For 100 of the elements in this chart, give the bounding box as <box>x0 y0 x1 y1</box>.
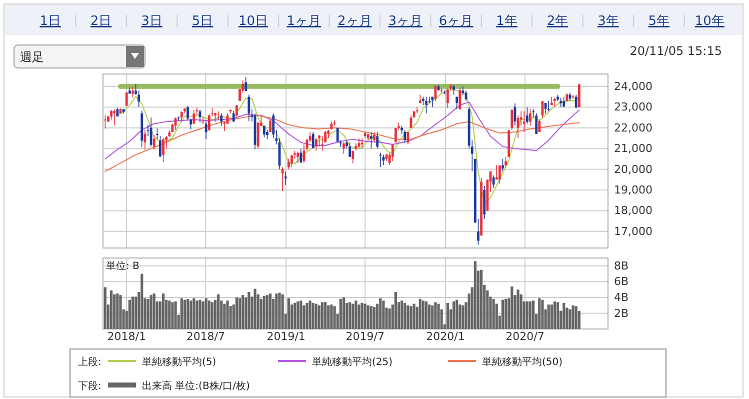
bar <box>180 298 183 329</box>
y-tick-label: 20,000 <box>614 162 652 176</box>
text: 10日 <box>238 14 268 29</box>
bar <box>312 302 314 329</box>
candlestick <box>318 134 320 147</box>
bar <box>348 302 352 329</box>
legend-label: 出来高 単位:(B株/口/枚) <box>142 380 250 392</box>
bar <box>431 305 434 329</box>
x-tick-label: 2020/1 <box>426 330 465 343</box>
bar <box>235 297 238 329</box>
candlestick <box>425 96 428 114</box>
bar <box>333 306 336 329</box>
text: 1日 <box>40 14 61 29</box>
bar <box>296 301 300 329</box>
y-tick-label: 4B <box>614 290 629 304</box>
candlestick <box>192 110 196 124</box>
bar <box>547 304 550 329</box>
bar <box>152 294 156 329</box>
legend-title: 上段: <box>78 356 102 368</box>
bar <box>266 295 269 329</box>
bar <box>412 304 416 329</box>
x-tick-label: 2018/7 <box>186 330 226 343</box>
candlestick <box>269 119 272 132</box>
candlestick <box>562 96 566 108</box>
bar <box>204 298 208 329</box>
candlestick <box>458 88 462 110</box>
candlestick <box>256 121 260 149</box>
text: 2日 <box>90 14 112 29</box>
candlestick <box>186 106 189 120</box>
candlestick <box>162 138 164 162</box>
bar <box>538 298 541 329</box>
bar <box>254 288 256 329</box>
bar <box>324 302 327 329</box>
bar <box>550 304 553 329</box>
candlestick <box>547 100 550 112</box>
bar <box>541 300 544 329</box>
candlestick <box>312 132 314 149</box>
x-tick-label: 2019/7 <box>346 330 384 343</box>
bar <box>424 301 428 329</box>
candlestick <box>150 117 152 147</box>
candlestick <box>244 76 248 92</box>
bar <box>452 301 456 329</box>
candlestick <box>138 90 140 108</box>
bar <box>342 297 346 329</box>
candlestick <box>560 97 562 108</box>
annotation: 単位: B <box>106 260 140 272</box>
bar <box>501 300 504 329</box>
bar <box>278 292 281 329</box>
candlestick <box>336 127 339 143</box>
bar <box>248 292 250 329</box>
text: 5日 <box>192 14 214 29</box>
candlestick <box>180 110 183 122</box>
text: 1ヶ月 <box>286 14 322 29</box>
bar <box>300 300 302 329</box>
bar <box>370 306 373 329</box>
bar <box>262 296 266 329</box>
bar <box>186 299 190 329</box>
bar <box>223 304 226 329</box>
bar <box>241 295 244 329</box>
candlestick <box>529 108 532 126</box>
bar <box>202 301 204 329</box>
bar <box>113 294 116 329</box>
bar <box>410 306 412 329</box>
bar <box>474 261 476 329</box>
bar <box>327 305 330 329</box>
bar <box>528 301 532 329</box>
bar <box>354 300 358 329</box>
candlestick <box>235 104 238 118</box>
bar <box>422 300 425 329</box>
candlestick <box>522 110 526 132</box>
bar <box>196 300 198 329</box>
bar <box>318 305 321 329</box>
candlestick <box>190 118 192 130</box>
candlestick <box>376 132 379 149</box>
bar <box>146 299 150 329</box>
y-tick-label: 23,000 <box>614 100 652 114</box>
bar <box>394 292 397 329</box>
text: 3ヶ月 <box>388 14 422 29</box>
text: 2年 <box>546 14 568 29</box>
bar <box>446 302 449 329</box>
text: 6ヶ月 <box>438 14 474 29</box>
bar <box>308 300 312 329</box>
y-tick-label: 24,000 <box>614 80 652 93</box>
candlestick <box>284 170 287 186</box>
candlestick <box>456 96 458 110</box>
bar <box>293 302 296 329</box>
candlestick <box>144 130 146 150</box>
candlestick <box>348 142 352 158</box>
bar <box>190 300 192 329</box>
bar <box>504 299 508 329</box>
candlestick <box>360 138 364 149</box>
bar <box>456 300 458 329</box>
text: 3日 <box>141 14 162 29</box>
bar <box>516 290 520 329</box>
bar <box>372 306 376 329</box>
bar <box>418 299 422 329</box>
bar <box>556 302 560 329</box>
candlestick <box>266 130 268 140</box>
text: 20/11/05 15:15 <box>630 44 722 58</box>
candlestick <box>202 116 204 124</box>
